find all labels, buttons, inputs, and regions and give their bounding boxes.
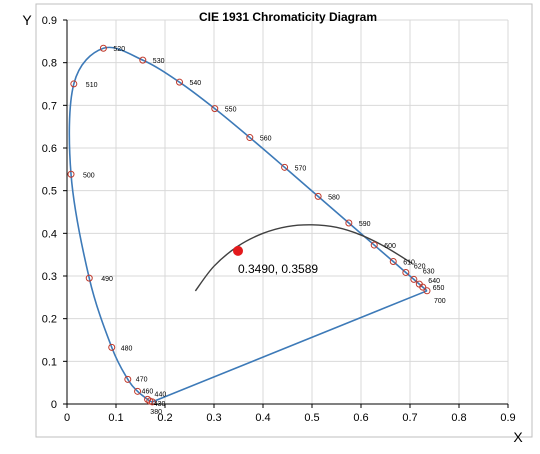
wavelength-point — [85, 274, 93, 282]
wavelength-label: 430 — [154, 401, 166, 408]
y-tick-label: 0.5 — [42, 186, 57, 198]
highlight-point-label: 0.3490, 0.3589 — [238, 262, 318, 276]
y-tick-label: 0.9 — [42, 15, 57, 27]
wavelength-point — [70, 80, 78, 88]
wavelength-label: 380 — [150, 409, 162, 416]
wavelength-label: 630 — [423, 268, 435, 275]
wavelength-point — [419, 283, 427, 291]
x-tick-label: 0.7 — [402, 412, 417, 424]
grid-lines — [67, 19, 509, 404]
wavelength-point — [176, 78, 184, 86]
wavelength-point — [246, 134, 254, 142]
wavelength-label: 470 — [136, 376, 148, 383]
wavelength-point — [402, 268, 410, 276]
highlight-point — [233, 245, 244, 256]
wavelength-label: 700 — [434, 298, 446, 305]
y-tick-label: 0.7 — [42, 100, 57, 112]
series — [67, 44, 431, 406]
wavelength-point — [281, 163, 289, 171]
wavelength-point — [139, 56, 147, 64]
x-tick-label: 0.5 — [304, 412, 319, 424]
wavelength-point — [108, 343, 116, 351]
x-tick-label: 0.3 — [206, 412, 221, 424]
wavelength-label: 570 — [295, 165, 307, 172]
y-tick-label: 0.2 — [42, 314, 57, 326]
wavelength-label: 540 — [190, 80, 202, 87]
wavelength-label: 440 — [155, 391, 167, 398]
line-of-purples — [152, 290, 428, 403]
wavelength-label: 580 — [328, 194, 340, 201]
wavelength-label: 490 — [101, 276, 113, 283]
wavelength-label: 620 — [414, 263, 426, 270]
wavelength-point — [144, 395, 152, 403]
wavelength-point — [67, 170, 75, 178]
y-tick-label: 0 — [51, 399, 57, 411]
wavelength-label: 590 — [359, 221, 371, 228]
wavelength-label: 530 — [153, 58, 165, 65]
wavelength-point — [99, 44, 107, 52]
x-tick-label: 0.8 — [451, 412, 466, 424]
x-tick-label: 0.6 — [353, 412, 368, 424]
y-tick-label: 0.4 — [42, 228, 57, 240]
chart-title: CIE 1931 Chromaticity Diagram — [199, 10, 377, 24]
spectral-locus-curve — [68, 46, 428, 403]
y-axis-label: Y — [22, 12, 32, 28]
wavelength-label: 460 — [142, 388, 154, 395]
y-tick-label: 0.6 — [42, 143, 57, 155]
x-axis-label: X — [513, 429, 523, 445]
wavelength-label: 650 — [433, 285, 445, 292]
wavelength-label: 520 — [113, 46, 125, 53]
y-tick-label: 0.1 — [42, 356, 57, 368]
x-tick-label: 0 — [64, 412, 70, 424]
plot-frame — [35, 3, 533, 438]
wavelength-label: 600 — [384, 243, 396, 250]
wavelength-label: 510 — [86, 82, 98, 89]
axes — [63, 19, 509, 408]
wavelength-point — [370, 241, 378, 249]
wavelength-point — [410, 275, 418, 283]
wavelength-point — [389, 257, 397, 265]
y-tick-label: 0.3 — [42, 271, 57, 283]
x-tick-label: 0.1 — [108, 412, 123, 424]
wavelength-point — [134, 387, 142, 395]
wavelength-point — [345, 219, 353, 227]
x-tick-label: 0.2 — [157, 412, 172, 424]
wavelength-label: 640 — [428, 278, 440, 285]
wavelength-label: 560 — [260, 136, 272, 143]
wavelength-point — [314, 192, 322, 200]
x-tick-label: 0.9 — [500, 412, 515, 424]
wavelength-label: 480 — [121, 345, 133, 352]
wavelength-label: 550 — [225, 107, 237, 114]
wavelength-label: 500 — [83, 172, 95, 179]
planckian-locus-curve — [194, 224, 413, 292]
wavelength-point — [124, 375, 132, 383]
x-tick-label: 0.4 — [255, 412, 270, 424]
y-tick-label: 0.8 — [42, 58, 57, 70]
wavelength-point — [146, 397, 154, 405]
wavelength-point — [211, 105, 219, 113]
wavelength-label: 610 — [403, 259, 415, 266]
wavelength-point — [423, 287, 431, 295]
tick-labels: 0 0.1 0.2 0.3 0.4 0.5 0.6 0.7 0.8 0.9 0 0.1 0.2 0.3 0.… — [42, 15, 516, 424]
